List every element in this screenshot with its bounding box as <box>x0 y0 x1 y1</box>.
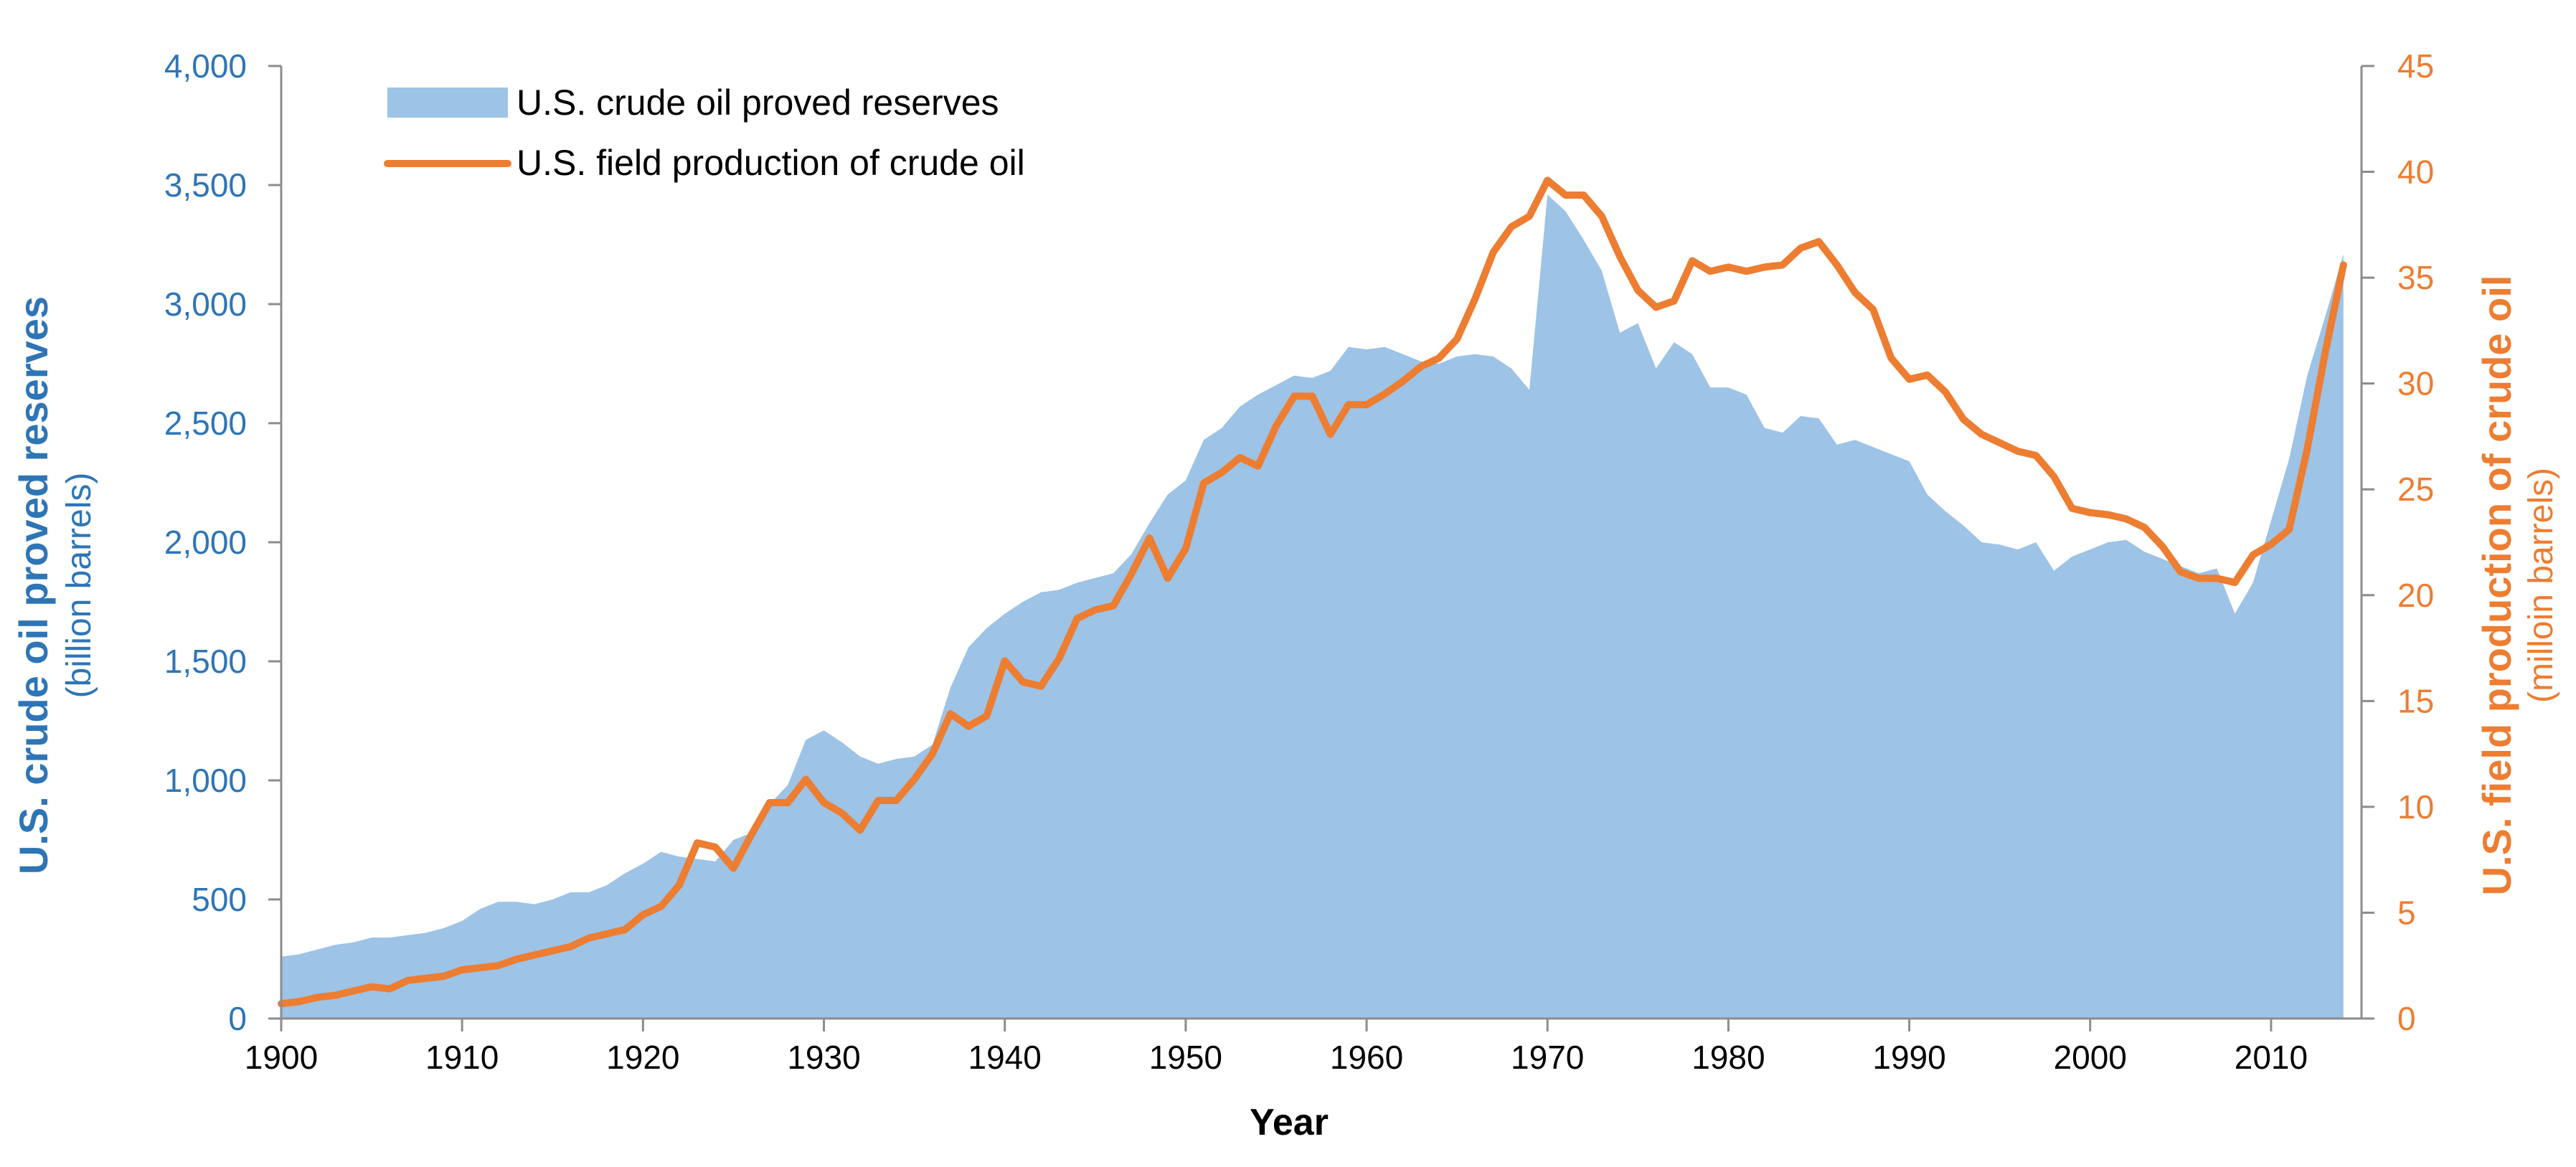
right-tick-label: 45 <box>2397 47 2434 85</box>
x-tick-label: 1940 <box>968 1039 1042 1076</box>
right-tick-label: 35 <box>2397 259 2434 296</box>
x-tick-label: 2010 <box>2235 1039 2308 1076</box>
left-tick-label: 0 <box>228 1000 247 1037</box>
right-tick-label: 0 <box>2397 1000 2416 1037</box>
left-axis-subtitle: (billion barrels) <box>60 473 98 699</box>
right-tick-label: 25 <box>2397 471 2434 508</box>
left-tick-label: 2,500 <box>164 405 247 442</box>
left-tick-label: 4,000 <box>164 47 247 85</box>
left-tick-label: 3,500 <box>164 166 247 204</box>
left-tick-label: 1,500 <box>164 643 247 680</box>
left-tick-label: 1,000 <box>164 762 247 799</box>
right-tick-label: 5 <box>2397 894 2416 931</box>
x-tick-label: 1970 <box>1511 1039 1584 1076</box>
x-tick-label: 1930 <box>787 1039 860 1076</box>
right-tick-label: 10 <box>2397 788 2434 826</box>
legend-reserves-swatch <box>387 88 508 118</box>
x-tick-label: 1990 <box>1872 1039 1945 1076</box>
x-tick-label: 1980 <box>1692 1039 1765 1076</box>
x-tick-label: 1900 <box>245 1039 318 1076</box>
x-tick-label: 1950 <box>1149 1039 1222 1076</box>
axes: 0 500 1,000 1,500 2,000 2,500 3,000 3,500 4,000 0… <box>164 47 2434 1076</box>
x-tick-label: 1960 <box>1330 1039 1403 1076</box>
right-tick-label: 40 <box>2397 153 2434 191</box>
plot-area <box>278 176 2347 1019</box>
x-tick-label: 1910 <box>425 1039 499 1076</box>
right-axis-title: U.S. field production of crude oil <box>2474 275 2519 896</box>
left-tick-label: 500 <box>192 881 247 918</box>
left-axis-title: U.S. crude oil proved reserves <box>11 296 56 874</box>
left-tick-label: 2,000 <box>164 524 247 561</box>
right-tick-label: 20 <box>2397 577 2434 614</box>
right-tick-label: 15 <box>2397 682 2434 719</box>
right-tick-label: 30 <box>2397 365 2434 402</box>
right-axis-subtitle: (milloin barrels) <box>2522 468 2560 703</box>
production-line <box>278 176 2347 1008</box>
legend-reserves-label: U.S. crude oil proved reserves <box>516 82 999 123</box>
reserves-area <box>281 194 2344 1019</box>
x-tick-label: 1920 <box>606 1039 679 1076</box>
axis-titles: Year U.S. crude oil proved reserves (billi… <box>11 275 2560 1143</box>
left-tick-label: 3,000 <box>164 285 247 323</box>
x-axis-title: Year <box>1250 1102 1329 1143</box>
legend-production-label: U.S. field production of crude oil <box>516 143 1025 183</box>
legend: U.S. crude oil proved reserves U.S. field… <box>384 82 1025 183</box>
x-tick-label: 2000 <box>2054 1039 2127 1076</box>
